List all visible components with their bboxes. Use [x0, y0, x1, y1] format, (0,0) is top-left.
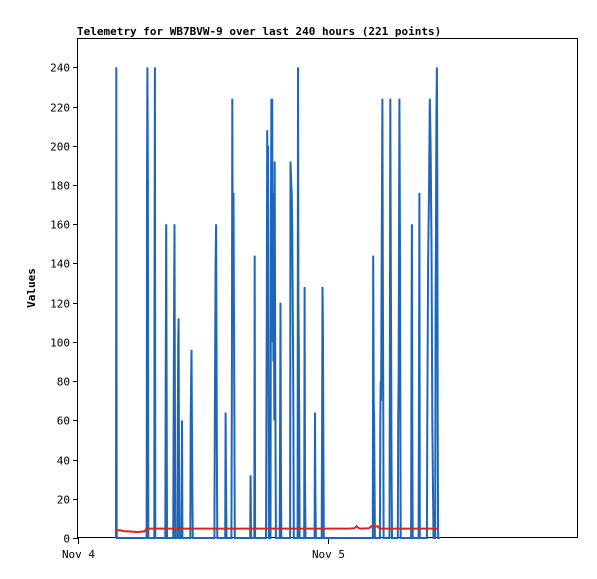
plot-frame — [77, 38, 578, 538]
y-axis-ticks: 0 20 40 60 80 100 120 140 160 180 200 220 240 — [50, 62, 78, 546]
y-tick-label: 40 — [57, 455, 70, 468]
y-tick-label: 220 — [50, 102, 70, 115]
x-tick-label: Nov 4 — [62, 548, 95, 561]
y-tick-label: 200 — [50, 141, 70, 154]
series-line-2 — [116, 524, 439, 534]
y-tick-label: 80 — [57, 376, 70, 389]
y-tick-label: 100 — [50, 337, 70, 350]
y-tick-label: 20 — [57, 494, 70, 507]
y-tick-label: 60 — [57, 415, 70, 428]
y-tick-label: 160 — [50, 219, 70, 232]
y-tick-label: 0 — [63, 533, 70, 546]
x-tick-label: Nov 5 — [312, 548, 345, 561]
y-tick-label: 140 — [50, 258, 70, 271]
y-tick-label: 120 — [50, 298, 70, 311]
y-axis-label: Values — [25, 268, 38, 308]
x-axis-ticks: Nov 4 Nov 5 — [62, 538, 345, 561]
y-tick-label: 180 — [50, 180, 70, 193]
chart-title: Telemetry for WB7BVW-9 over last 240 hou… — [77, 25, 441, 38]
series-layer — [115, 67, 440, 539]
y-tick-label: 240 — [50, 62, 70, 75]
series-line-1 — [115, 67, 440, 539]
